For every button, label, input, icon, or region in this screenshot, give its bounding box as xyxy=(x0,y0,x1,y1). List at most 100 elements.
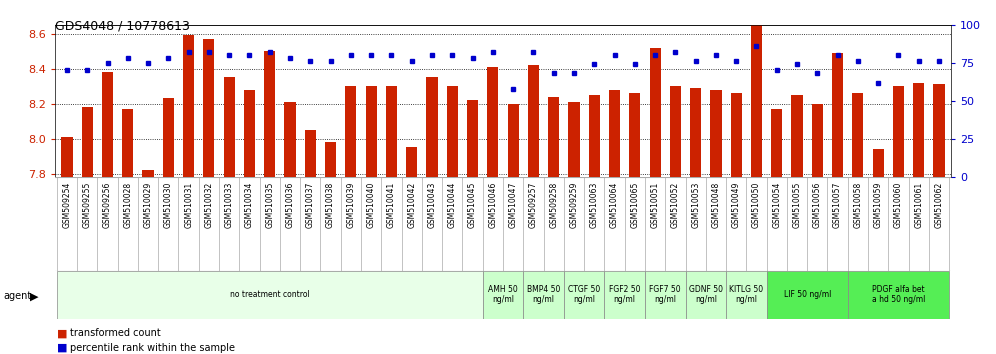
Bar xyxy=(629,93,640,177)
Bar xyxy=(812,103,823,177)
FancyBboxPatch shape xyxy=(523,271,564,319)
Text: GSM510065: GSM510065 xyxy=(630,182,639,228)
Bar xyxy=(832,53,844,177)
Text: KITLG 50
ng/ml: KITLG 50 ng/ml xyxy=(729,285,763,304)
Text: GSM510044: GSM510044 xyxy=(448,182,457,228)
Text: LIF 50 ng/ml: LIF 50 ng/ml xyxy=(784,290,831,299)
Text: ■: ■ xyxy=(57,329,68,338)
Text: FGF2 50
ng/ml: FGF2 50 ng/ml xyxy=(609,285,640,304)
Text: GSM509259: GSM509259 xyxy=(570,182,579,228)
Text: FGF7 50
ng/ml: FGF7 50 ng/ml xyxy=(649,285,681,304)
Bar xyxy=(751,19,762,177)
Bar xyxy=(406,147,417,177)
Bar xyxy=(244,90,255,177)
Bar xyxy=(589,95,600,177)
Bar xyxy=(102,72,114,177)
Text: GSM510054: GSM510054 xyxy=(772,182,781,228)
Bar xyxy=(771,109,782,177)
Bar xyxy=(346,86,357,177)
Text: GSM510057: GSM510057 xyxy=(833,182,842,228)
Text: GSM510059: GSM510059 xyxy=(873,182,882,228)
Text: GSM510030: GSM510030 xyxy=(164,182,173,228)
Bar xyxy=(669,86,681,177)
Text: AMH 50
ng/ml: AMH 50 ng/ml xyxy=(488,285,518,304)
Bar xyxy=(467,100,478,177)
Bar xyxy=(569,102,580,177)
Text: GSM510040: GSM510040 xyxy=(367,182,375,228)
Text: GSM509257: GSM509257 xyxy=(529,182,538,228)
Text: GSM510061: GSM510061 xyxy=(914,182,923,228)
Text: GSM510031: GSM510031 xyxy=(184,182,193,228)
FancyBboxPatch shape xyxy=(57,271,483,319)
Bar xyxy=(508,103,519,177)
Bar xyxy=(690,88,701,177)
Bar xyxy=(183,35,194,177)
Text: GSM510062: GSM510062 xyxy=(934,182,943,228)
Text: GSM510048: GSM510048 xyxy=(711,182,720,228)
Text: GSM510049: GSM510049 xyxy=(732,182,741,228)
Bar xyxy=(548,97,560,177)
FancyBboxPatch shape xyxy=(605,271,645,319)
Text: transformed count: transformed count xyxy=(70,329,160,338)
FancyBboxPatch shape xyxy=(483,271,523,319)
Text: percentile rank within the sample: percentile rank within the sample xyxy=(70,343,235,353)
FancyBboxPatch shape xyxy=(645,271,685,319)
Text: GSM510036: GSM510036 xyxy=(286,182,295,228)
Bar xyxy=(385,86,397,177)
FancyBboxPatch shape xyxy=(564,271,605,319)
Bar xyxy=(123,109,133,177)
Bar xyxy=(82,107,93,177)
Bar xyxy=(933,84,944,177)
Text: GSM510035: GSM510035 xyxy=(265,182,274,228)
FancyBboxPatch shape xyxy=(848,271,949,319)
Bar xyxy=(224,77,235,177)
Text: PDGF alfa bet
a hd 50 ng/ml: PDGF alfa bet a hd 50 ng/ml xyxy=(872,285,925,304)
Bar xyxy=(325,142,337,177)
Text: GSM510032: GSM510032 xyxy=(204,182,213,228)
Text: GSM510041: GSM510041 xyxy=(386,182,396,228)
FancyBboxPatch shape xyxy=(726,271,767,319)
Text: ■: ■ xyxy=(57,343,68,353)
Bar xyxy=(487,67,498,177)
Text: GSM510033: GSM510033 xyxy=(225,182,234,228)
Text: GSM510056: GSM510056 xyxy=(813,182,822,228)
Bar xyxy=(142,170,153,177)
Bar xyxy=(162,98,174,177)
Text: GSM510058: GSM510058 xyxy=(854,182,863,228)
Bar xyxy=(872,149,883,177)
Text: GSM510046: GSM510046 xyxy=(488,182,497,228)
Bar xyxy=(913,82,924,177)
Text: GSM509255: GSM509255 xyxy=(83,182,92,228)
Text: no treatment control: no treatment control xyxy=(230,290,310,299)
Bar xyxy=(649,47,660,177)
Bar xyxy=(426,77,437,177)
Bar xyxy=(446,86,458,177)
Bar xyxy=(792,95,803,177)
Text: GSM510051: GSM510051 xyxy=(650,182,659,228)
Text: ▶: ▶ xyxy=(30,292,39,302)
Text: GDS4048 / 10778613: GDS4048 / 10778613 xyxy=(55,19,189,33)
Text: GSM510029: GSM510029 xyxy=(143,182,152,228)
Text: GSM510045: GSM510045 xyxy=(468,182,477,228)
Text: GSM510028: GSM510028 xyxy=(124,182,132,228)
Text: GSM510037: GSM510037 xyxy=(306,182,315,228)
Text: GSM510053: GSM510053 xyxy=(691,182,700,228)
Text: GSM510047: GSM510047 xyxy=(509,182,518,228)
FancyBboxPatch shape xyxy=(767,271,848,319)
Bar xyxy=(366,86,376,177)
Text: GSM509258: GSM509258 xyxy=(549,182,558,228)
Text: GSM509256: GSM509256 xyxy=(103,182,112,228)
Text: GDNF 50
ng/ml: GDNF 50 ng/ml xyxy=(689,285,723,304)
Text: GSM510042: GSM510042 xyxy=(407,182,416,228)
Bar xyxy=(203,39,214,177)
Bar xyxy=(62,137,73,177)
Text: GSM510039: GSM510039 xyxy=(347,182,356,228)
Bar xyxy=(264,51,275,177)
Text: GSM510060: GSM510060 xyxy=(894,182,903,228)
Text: GSM510043: GSM510043 xyxy=(427,182,436,228)
Bar xyxy=(731,93,742,177)
FancyBboxPatch shape xyxy=(685,271,726,319)
Text: GSM509254: GSM509254 xyxy=(63,182,72,228)
Bar xyxy=(305,130,316,177)
Text: GSM510052: GSM510052 xyxy=(671,182,680,228)
